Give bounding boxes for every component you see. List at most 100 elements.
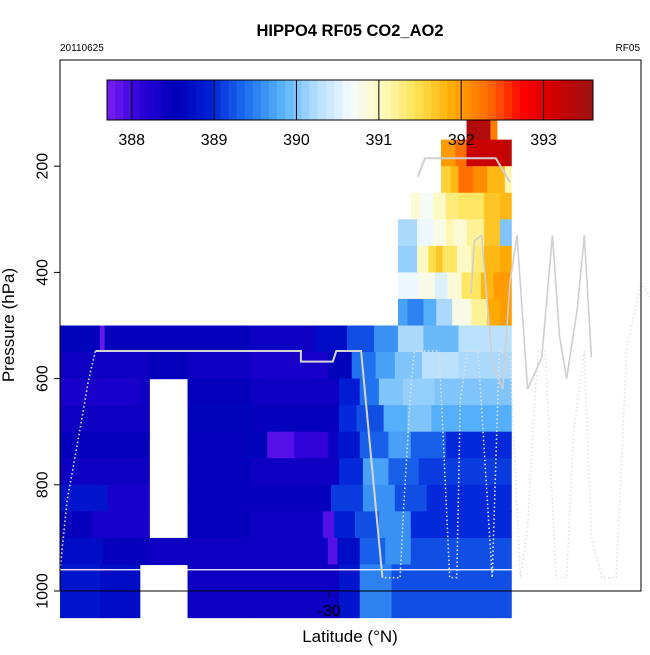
heatmap-cell-7-7 [500,298,512,327]
heatmap-cell-11-4 [356,405,385,433]
y-axis-label: Pressure (hPa) [0,268,18,382]
heatmap-cell-17-4 [338,564,361,592]
heatmap-cell-16-0 [60,537,104,566]
heatmap-cell-2-3 [472,166,488,194]
heatmap-cell-3-1 [420,192,434,220]
x-tick-label-0: -30 [318,603,341,620]
colorbar-swatch-46 [479,80,489,120]
colorbar: 388 389 390 391 392 393 [106,79,594,149]
heatmap-cell-2-4 [487,166,506,194]
heatmap-cell-18-3 [251,591,340,619]
colorbar-swatch-59 [584,80,594,120]
heatmap-cell-14-4 [331,484,364,512]
heatmap-cell-8-2 [99,325,106,353]
heatmap-cell-6-5 [480,272,495,300]
heatmap-cell-11-7 [431,405,512,433]
heatmap-cell-17-5 [359,564,393,592]
heatmap-cell-8-3 [104,325,189,353]
heatmap-cell-8-7 [346,325,375,353]
chart-subtitle-left: 20110625 [60,43,104,54]
colorbar-swatch-26 [317,80,327,120]
colorbar-tick-label-3: 391 [365,132,392,149]
colorbar-swatch-45 [471,80,481,120]
colorbar-swatch-22 [285,80,294,120]
heatmap-cell-17-0 [60,564,101,592]
heatmap-cell-12-2 [243,431,268,459]
colorbar-swatch-54 [544,80,553,120]
colorbar-swatch-30 [350,80,359,120]
colorbar-swatch-19 [260,80,270,120]
heatmap-cell-4-1 [417,219,434,247]
y-tick-label-0: 200 [35,153,52,180]
heatmap-cell-16-5 [327,537,338,566]
heatmap-cell-5-8 [500,245,512,273]
heatmap-cell-6-1 [418,272,436,300]
heatmap-cell-12-3 [267,431,295,459]
heatmap-cell-10-4 [338,378,361,406]
heatmap-cell-16-9 [410,537,512,566]
heatmap-cell-10-2 [187,378,252,406]
heatmap-cell-10-7 [402,378,436,406]
heatmap-cell-5-2 [428,245,437,273]
flight-track-upper [470,233,593,390]
heatmap-cell-12-7 [359,431,390,459]
heatmap-cell-8-8 [374,325,399,353]
heatmap-cell-3-4 [458,192,471,220]
heatmap-cell-15-4 [323,511,335,539]
colorbar-swatch-28 [333,80,343,120]
heatmap-cell-14-0 [60,484,109,512]
flight-track [59,157,650,579]
colorbar-swatch-51 [520,80,529,120]
heatmap-cell-4-5 [466,219,485,247]
heatmap-cell-1-1 [455,139,468,167]
heatmap-cell-16-3 [187,537,252,566]
heatmap-cell-9-9 [458,352,512,380]
colorbar-swatch-13 [212,80,221,120]
heatmap-cell-11-6 [407,405,433,433]
colorbar-swatch-2 [123,80,132,120]
colorbar-swatch-58 [576,80,586,120]
heatmap-cell-18-2 [187,591,252,619]
colorbar-swatch-57 [568,80,578,120]
heatmap-cell-4-3 [445,219,455,247]
heatmap-cell-14-2 [187,484,252,512]
heatmap-cell-3-0 [410,192,421,220]
flight-track-top-leg [416,157,511,183]
heatmap-cell-14-5 [362,484,396,512]
colorbar-swatch-53 [536,80,545,120]
colorbar-swatch-31 [358,80,367,120]
heatmap-cell-13-4 [362,458,390,486]
heatmap-cell-9-7 [394,352,423,380]
colorbar-swatch-18 [252,80,262,120]
heatmap-cell-8-5 [251,325,316,353]
heatmap-cell-11-1 [187,405,252,433]
axes: 200 400 600 800 1000 -30 [35,153,341,620]
heatmap-cell-6-3 [447,272,463,300]
heatmap-cell-4-6 [484,219,501,247]
heatmap-cell-7-5 [471,298,488,327]
heatmap-cell-15-6 [354,511,380,539]
heatmap-cell-16-7 [359,537,386,566]
heatmap-cell-8-6 [315,325,348,353]
colorbar-swatch-7 [163,80,173,120]
colorbar-swatch-23 [293,80,302,120]
heatmap-cell-0-1 [490,113,498,141]
heatmap-cell-12-4 [294,431,329,459]
heatmap-cell-1-0 [441,139,456,167]
colorbar-swatch-4 [139,80,148,120]
colorbar-swatch-40 [431,80,440,120]
heatmap-cell-9-6 [375,352,396,380]
colorbar-swatch-49 [503,80,513,120]
heatmap-cell-17-2 [187,564,252,592]
flight-track-level-leg [95,350,384,578]
heatmap-cell-15-5 [334,511,356,539]
heatmap-cell-15-2 [187,511,252,539]
y-tick-label-2: 600 [35,365,52,392]
y-tick-label-3: 800 [35,471,52,498]
colorbar-tick-label-0: 388 [118,132,145,149]
colorbar-swatch-41 [439,80,448,120]
colorbar-swatch-48 [495,80,505,120]
heatmap-cell-10-6 [378,378,404,406]
